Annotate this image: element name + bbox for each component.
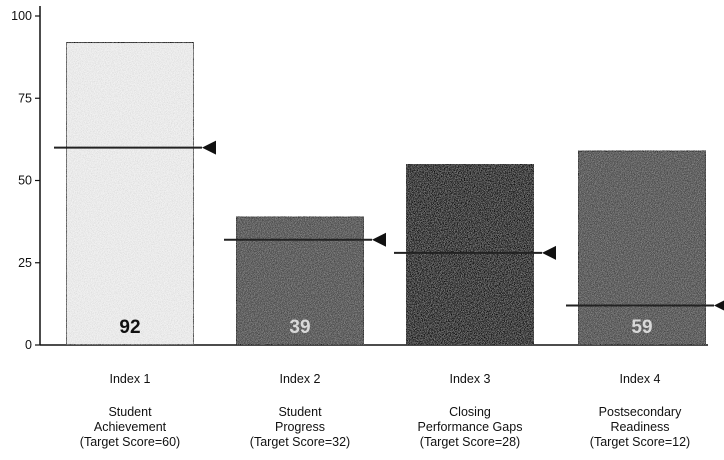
- category-index-label: Index 4: [619, 372, 660, 386]
- category-target-label: (Target Score=60): [80, 435, 180, 449]
- bar-value-label: 59: [631, 317, 652, 338]
- category-target-label: (Target Score=32): [250, 435, 350, 449]
- y-tick-label: 25: [18, 256, 32, 270]
- target-arrow-icon: [714, 300, 724, 311]
- category-name-line: Student: [278, 405, 322, 419]
- target-arrow-icon: [372, 232, 386, 247]
- bar-value-label: 39: [289, 317, 310, 338]
- category-name-line: Postsecondary: [599, 405, 682, 419]
- category-target-label: (Target Score=12): [590, 435, 690, 449]
- category-name-line: Performance Gaps: [418, 420, 523, 434]
- category-name-line: Progress: [275, 420, 325, 434]
- target-arrow-icon: [542, 245, 556, 260]
- y-tick-label: 100: [11, 9, 32, 23]
- target-arrow-icon: [202, 140, 216, 155]
- bar-value-label: 92: [119, 317, 140, 338]
- bar-1: [65, 41, 195, 346]
- y-tick-label: 75: [18, 91, 32, 105]
- category-name-line: Student: [108, 405, 152, 419]
- y-tick-label: 50: [18, 174, 32, 188]
- category-name-line: Achievement: [94, 420, 167, 434]
- category-name-line: Readiness: [610, 420, 669, 434]
- category-index-label: Index 1: [109, 372, 150, 386]
- bar-2: [235, 215, 365, 346]
- bar-3: [405, 163, 535, 346]
- category-index-label: Index 2: [279, 372, 320, 386]
- category-target-label: (Target Score=28): [420, 435, 520, 449]
- bar-4: [577, 150, 707, 346]
- category-name-line: Closing: [449, 405, 491, 419]
- y-tick-label: 0: [25, 338, 32, 352]
- category-index-label: Index 3: [449, 372, 490, 386]
